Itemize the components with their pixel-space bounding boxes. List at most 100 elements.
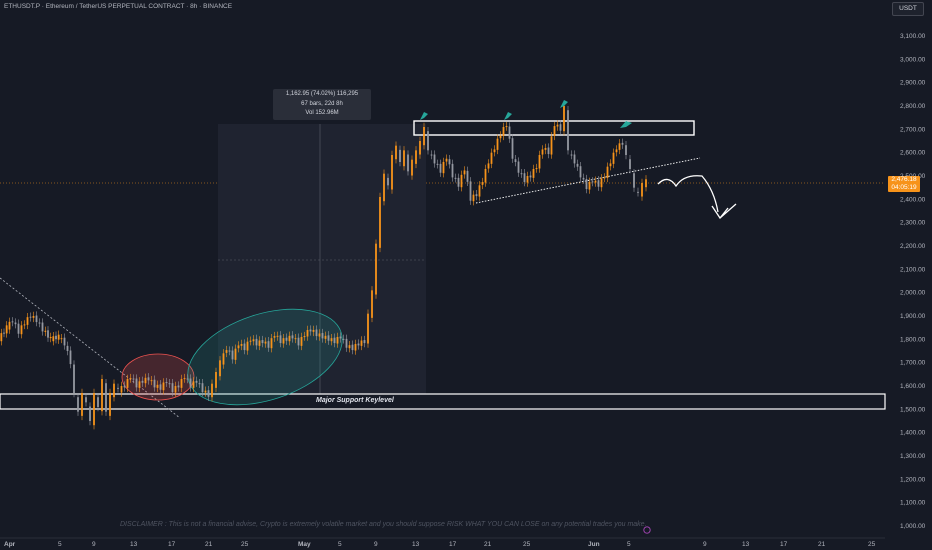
flag-icon: [560, 100, 568, 108]
currency-button[interactable]: USDT: [892, 2, 924, 16]
candle-body: [547, 147, 550, 155]
bar-countdown: 04:05:19: [891, 184, 917, 191]
x-tick-label: Jun: [588, 541, 600, 548]
candle-body: [606, 166, 609, 178]
candle-body: [567, 110, 569, 151]
y-tick-label: 2,300.00: [900, 220, 926, 227]
candle-body: [270, 338, 273, 349]
candle-body: [633, 173, 635, 188]
candle-body: [153, 379, 156, 388]
candle-body: [228, 350, 231, 352]
candle-body: [211, 383, 213, 398]
x-tick-label: May: [298, 541, 311, 548]
flag-icons: [420, 100, 632, 128]
x-tick-label: 5: [338, 541, 342, 548]
candle-body: [490, 152, 493, 164]
candle-body: [113, 383, 115, 398]
candle-body: [5, 325, 8, 334]
candle-body: [38, 322, 41, 324]
symbol-title[interactable]: ETHUSDT.P · Ethereum / TetherUS PERPETUA…: [4, 3, 233, 10]
candle-body: [20, 325, 23, 335]
candle-body: [427, 131, 429, 151]
candle-body: [641, 183, 643, 197]
candle-body: [472, 194, 475, 202]
candle-body: [11, 321, 14, 323]
candle-body: [570, 154, 573, 156]
candle-body: [637, 191, 639, 193]
candle-body: [550, 136, 553, 155]
x-tick-label: 9: [703, 541, 707, 548]
candle-body: [357, 343, 360, 346]
candle-body: [407, 154, 409, 172]
price-axis[interactable]: 1,000.00 1,100.00 1,200.00 1,300.00 1,400.00…: [900, 33, 926, 530]
candle-body: [174, 386, 177, 393]
candle-body: [41, 322, 44, 332]
last-price-tag: 2,476.18 04:05:19: [888, 176, 920, 192]
candle-body: [237, 345, 240, 349]
x-tick-label: 25: [523, 541, 531, 548]
candle-body: [77, 397, 79, 412]
candle-body: [469, 181, 472, 201]
candle-body: [436, 163, 439, 165]
candle-body: [47, 330, 49, 338]
candle-body: [306, 330, 309, 337]
candle-body: [399, 149, 401, 162]
candle-body: [135, 378, 138, 388]
candle-body: [333, 337, 336, 344]
candle-body: [249, 340, 252, 342]
candle-body: [123, 385, 126, 388]
candle-body: [279, 335, 282, 344]
candle-body: [563, 106, 565, 132]
candle-body: [285, 337, 288, 341]
candle-body: [615, 149, 618, 153]
time-axis[interactable]: Apr 5 9 13 17 21 25 May 5 9 13 17 21 25 Jun 5 9 13 17 21 25: [4, 541, 876, 548]
candle-body: [138, 381, 141, 388]
y-tick-label: 2,800.00: [900, 103, 926, 110]
candle-body: [478, 185, 481, 197]
candle-body: [645, 179, 647, 188]
candle-body: [129, 378, 132, 380]
candle-body: [582, 177, 585, 180]
candle-body: [219, 360, 221, 377]
candle-body: [105, 383, 107, 412]
candle-body: [312, 330, 315, 332]
y-tick-label: 1,300.00: [900, 453, 926, 460]
candle-body: [532, 169, 535, 178]
candle-body: [442, 162, 445, 174]
candle-body: [502, 127, 505, 136]
candle-body: [448, 159, 451, 165]
candle-body: [192, 381, 195, 388]
candle-body: [460, 174, 463, 188]
candle-body: [324, 335, 327, 339]
candle-body: [35, 315, 38, 323]
candle-body: [69, 350, 72, 365]
candle-body: [588, 181, 591, 190]
candle-body: [109, 393, 111, 416]
candle-body: [454, 177, 457, 179]
candle-body: [387, 177, 389, 186]
last-price: 2,476.18: [891, 176, 917, 183]
measure-line-3: Vol 152.96M: [305, 110, 339, 116]
candle-body: [327, 335, 330, 341]
candle-body: [520, 173, 523, 175]
event-marker-icon[interactable]: [643, 526, 651, 534]
measure-line-1: 1,162.95 (74.02%) 116,295: [285, 91, 359, 97]
candle-body: [579, 166, 582, 178]
candle-body: [73, 364, 75, 393]
ascending-trendline: [475, 157, 701, 204]
candle-body: [32, 316, 35, 318]
y-tick-label: 3,000.00: [900, 56, 926, 63]
candle-body: [496, 138, 499, 150]
candle-body: [553, 126, 556, 136]
candle-body: [360, 340, 363, 346]
candle-body: [517, 161, 520, 173]
candle-body: [201, 383, 204, 393]
y-tick-label: 1,400.00: [900, 430, 926, 437]
candle-body: [383, 173, 385, 202]
x-tick-label: 5: [627, 541, 631, 548]
candle-body: [120, 386, 123, 393]
candle-body: [126, 379, 129, 388]
candle-body: [63, 337, 66, 346]
y-tick-label: 2,700.00: [900, 126, 926, 133]
